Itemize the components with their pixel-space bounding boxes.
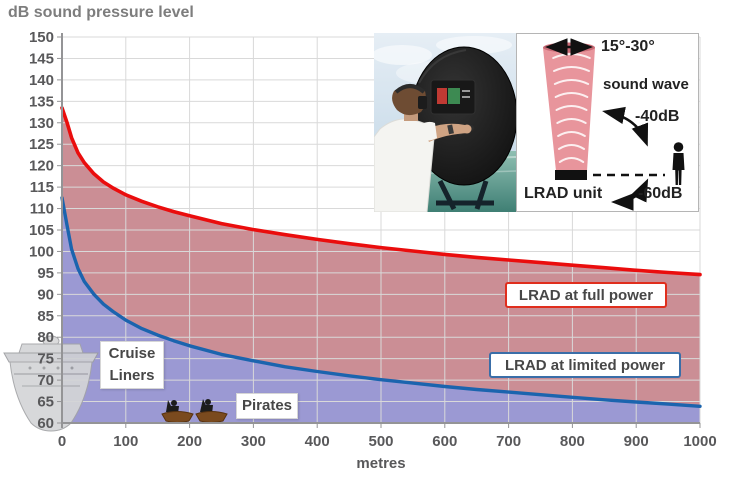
svg-text:300: 300: [241, 433, 266, 450]
beam-diagram: 15°-30° sound wave -40dB LRAD unit -60dB: [516, 33, 699, 212]
lrad-unit-base: [555, 170, 587, 180]
full-power-curve: [60, 106, 702, 277]
beam-graphic: [543, 38, 685, 211]
svg-text:115: 115: [30, 179, 54, 196]
svg-text:135: 135: [29, 93, 54, 110]
sound-wave-label: sound wave: [603, 76, 689, 93]
pirate-boats-icon: [161, 399, 228, 423]
svg-text:500: 500: [368, 433, 393, 450]
svg-text:95: 95: [37, 265, 54, 282]
svg-text:80: 80: [37, 329, 54, 346]
svg-text:90: 90: [37, 286, 54, 303]
svg-text:700: 700: [496, 433, 521, 450]
pirates-label: Pirates: [236, 393, 298, 419]
svg-text:65: 65: [37, 394, 54, 411]
svg-text:105: 105: [29, 222, 54, 239]
limited-power-curve: [60, 196, 702, 408]
svg-text:200: 200: [177, 433, 202, 450]
svg-text:800: 800: [560, 433, 585, 450]
svg-text:85: 85: [37, 308, 54, 325]
legend-full-power: LRAD at full power: [505, 282, 667, 308]
svg-text:120: 120: [29, 158, 54, 175]
cruise-ship-icon: [3, 335, 99, 432]
cruise-liners-line2: Liners: [109, 367, 155, 384]
svg-text:70: 70: [37, 372, 54, 389]
svg-text:145: 145: [29, 50, 54, 67]
svg-text:100: 100: [113, 433, 138, 450]
behind-attenuation-arrow: [611, 178, 649, 211]
svg-text:900: 900: [624, 433, 649, 450]
svg-text:150: 150: [29, 29, 54, 46]
svg-text:400: 400: [305, 433, 330, 450]
photo-graphic: [374, 33, 516, 212]
chart-title: dB sound pressure level: [8, 4, 194, 21]
svg-text:60: 60: [37, 415, 54, 432]
label-layer: 60 65 70 75 80 85 90 95 100 105 110 115 120 125 130 135…: [29, 29, 717, 450]
cruise-liners-line1: Cruise: [108, 345, 156, 363]
side-attenuation-label: -40dB: [635, 108, 680, 125]
axis-layer: [57, 33, 701, 428]
side-attenuation-arrow: [602, 106, 649, 147]
svg-text:100: 100: [29, 243, 54, 260]
svg-text:600: 600: [432, 433, 457, 450]
x-axis-title: metres: [356, 455, 406, 472]
behind-attenuation-label: -60dB: [638, 185, 683, 202]
person-icon: [672, 142, 685, 185]
limited-power-fill: [62, 197, 700, 423]
svg-text:125: 125: [29, 136, 54, 153]
svg-text:75: 75: [37, 351, 54, 368]
curve-layer: [60, 106, 702, 408]
beam-angle-label: 15°-30°: [601, 38, 655, 55]
lrad-unit-label: LRAD unit: [524, 185, 603, 202]
svg-text:140: 140: [29, 72, 54, 89]
lrad-operator-photo: [374, 33, 516, 212]
svg-text:1000: 1000: [683, 433, 716, 450]
svg-text:0: 0: [58, 433, 66, 450]
sound-beam: [543, 43, 595, 171]
cruise-liners-label: Cruise Liners: [100, 341, 164, 389]
svg-text:130: 130: [29, 115, 54, 132]
svg-text:110: 110: [30, 201, 54, 218]
legend-limited-power: LRAD at limited power: [489, 352, 681, 378]
